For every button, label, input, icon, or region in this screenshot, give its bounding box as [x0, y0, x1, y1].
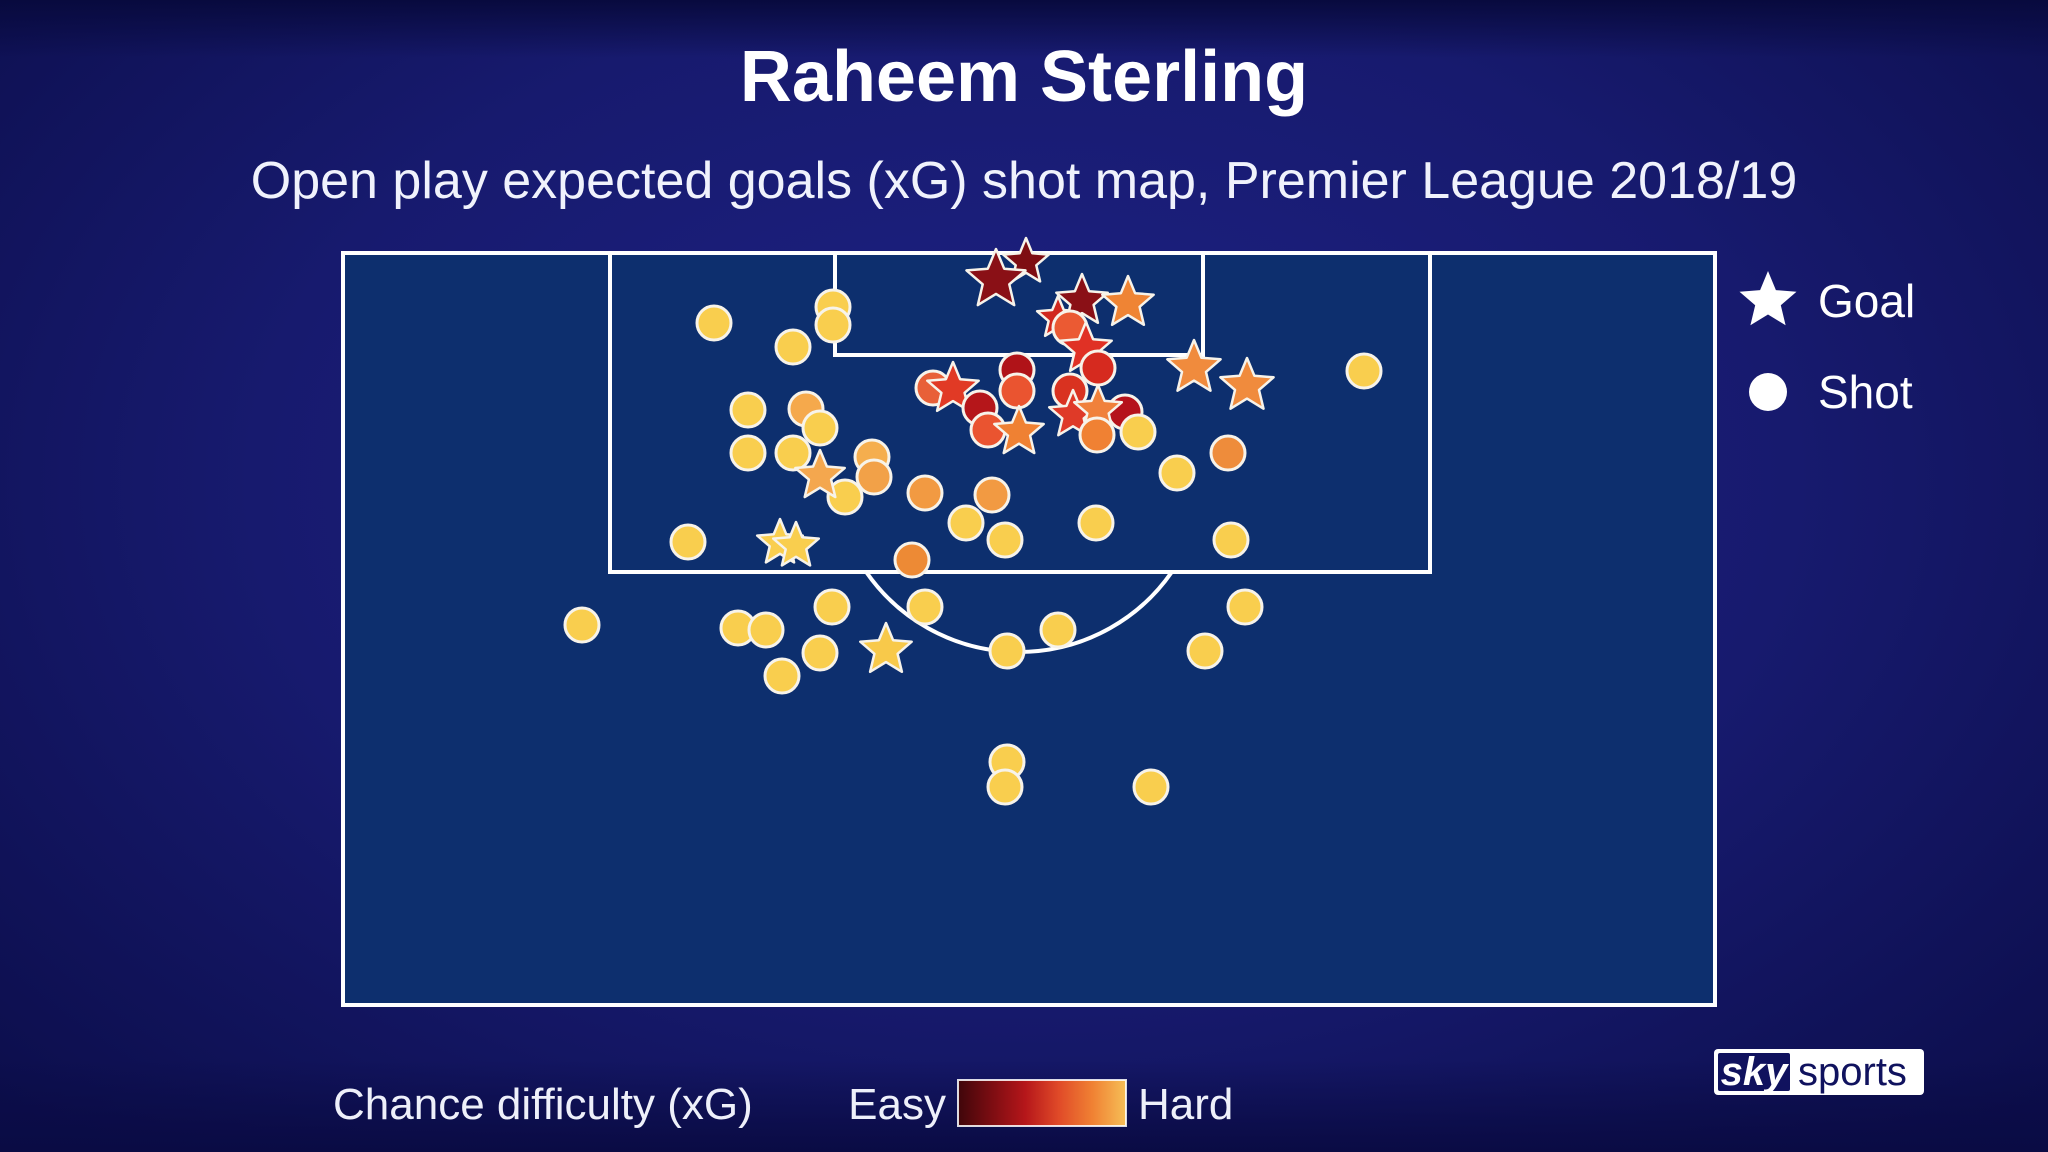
shot-markers [563, 236, 1383, 806]
shot-marker [801, 634, 839, 672]
sky-sports-logo: sky sports [1714, 1049, 1924, 1095]
shot-marker [1077, 504, 1115, 542]
legend-shot-label: Shot [1818, 366, 1913, 418]
shot-marker [1132, 768, 1170, 806]
goal-star-icon [1739, 271, 1797, 326]
shot-marker [729, 391, 767, 429]
goal-marker [859, 621, 913, 674]
xg-gradient-bar [957, 1079, 1127, 1127]
shot-marker [814, 306, 852, 344]
shot-marker [774, 328, 812, 366]
shot-marker [801, 409, 839, 447]
shot-marker [1345, 352, 1383, 390]
goal-marker [965, 247, 1027, 307]
shot-marker [826, 478, 864, 516]
shot-marker [1119, 413, 1157, 451]
goal-marker [993, 404, 1045, 455]
shot-marker [1039, 611, 1077, 649]
shot-marker [1186, 632, 1224, 670]
goal-marker [1101, 274, 1155, 327]
page-title: Raheem Sterling [740, 37, 1308, 117]
shot-marker [1212, 521, 1250, 559]
shot-marker [1079, 349, 1117, 387]
goal-marker [1166, 338, 1222, 392]
shot-marker [947, 504, 985, 542]
shot-marker [1158, 454, 1196, 492]
hard-label: Hard [1138, 1080, 1233, 1129]
shot-marker [986, 521, 1024, 559]
shot-marker [998, 372, 1036, 410]
shot-marker [747, 611, 785, 649]
shot-marker [906, 588, 944, 626]
shot-marker [988, 632, 1026, 670]
shot-marker [774, 434, 812, 472]
shot-marker [986, 768, 1024, 806]
shot-marker [855, 458, 893, 496]
legend: Goal Shot [1739, 271, 1915, 418]
shot-marker [1078, 416, 1116, 454]
xg-scale-label: Chance difficulty (xG) [333, 1080, 753, 1129]
shot-marker [563, 606, 601, 644]
shot-marker [973, 476, 1011, 514]
legend-goal-label: Goal [1818, 275, 1915, 327]
shot-marker [695, 304, 733, 342]
shot-marker [906, 474, 944, 512]
shot-marker [1209, 434, 1247, 472]
logo-sky-box [1718, 1053, 1790, 1091]
goal-marker [771, 520, 821, 567]
sports-logo-text: sports [1798, 1050, 1907, 1094]
shot-marker [813, 588, 851, 626]
shot-marker [893, 541, 931, 579]
xg-scale-footer: Chance difficulty (xG) Easy Hard [333, 1079, 1233, 1129]
shot-circle-icon [1749, 373, 1787, 411]
goal-marker [1219, 356, 1275, 410]
shot-marker [1226, 588, 1264, 626]
shot-marker [729, 434, 767, 472]
page-subtitle: Open play expected goals (xG) shot map, … [251, 152, 1797, 210]
shot-marker [763, 657, 801, 695]
shot-marker [669, 523, 707, 561]
sky-logo-text: sky [1721, 1050, 1789, 1094]
easy-label: Easy [848, 1080, 946, 1129]
goal-marker [794, 448, 846, 499]
